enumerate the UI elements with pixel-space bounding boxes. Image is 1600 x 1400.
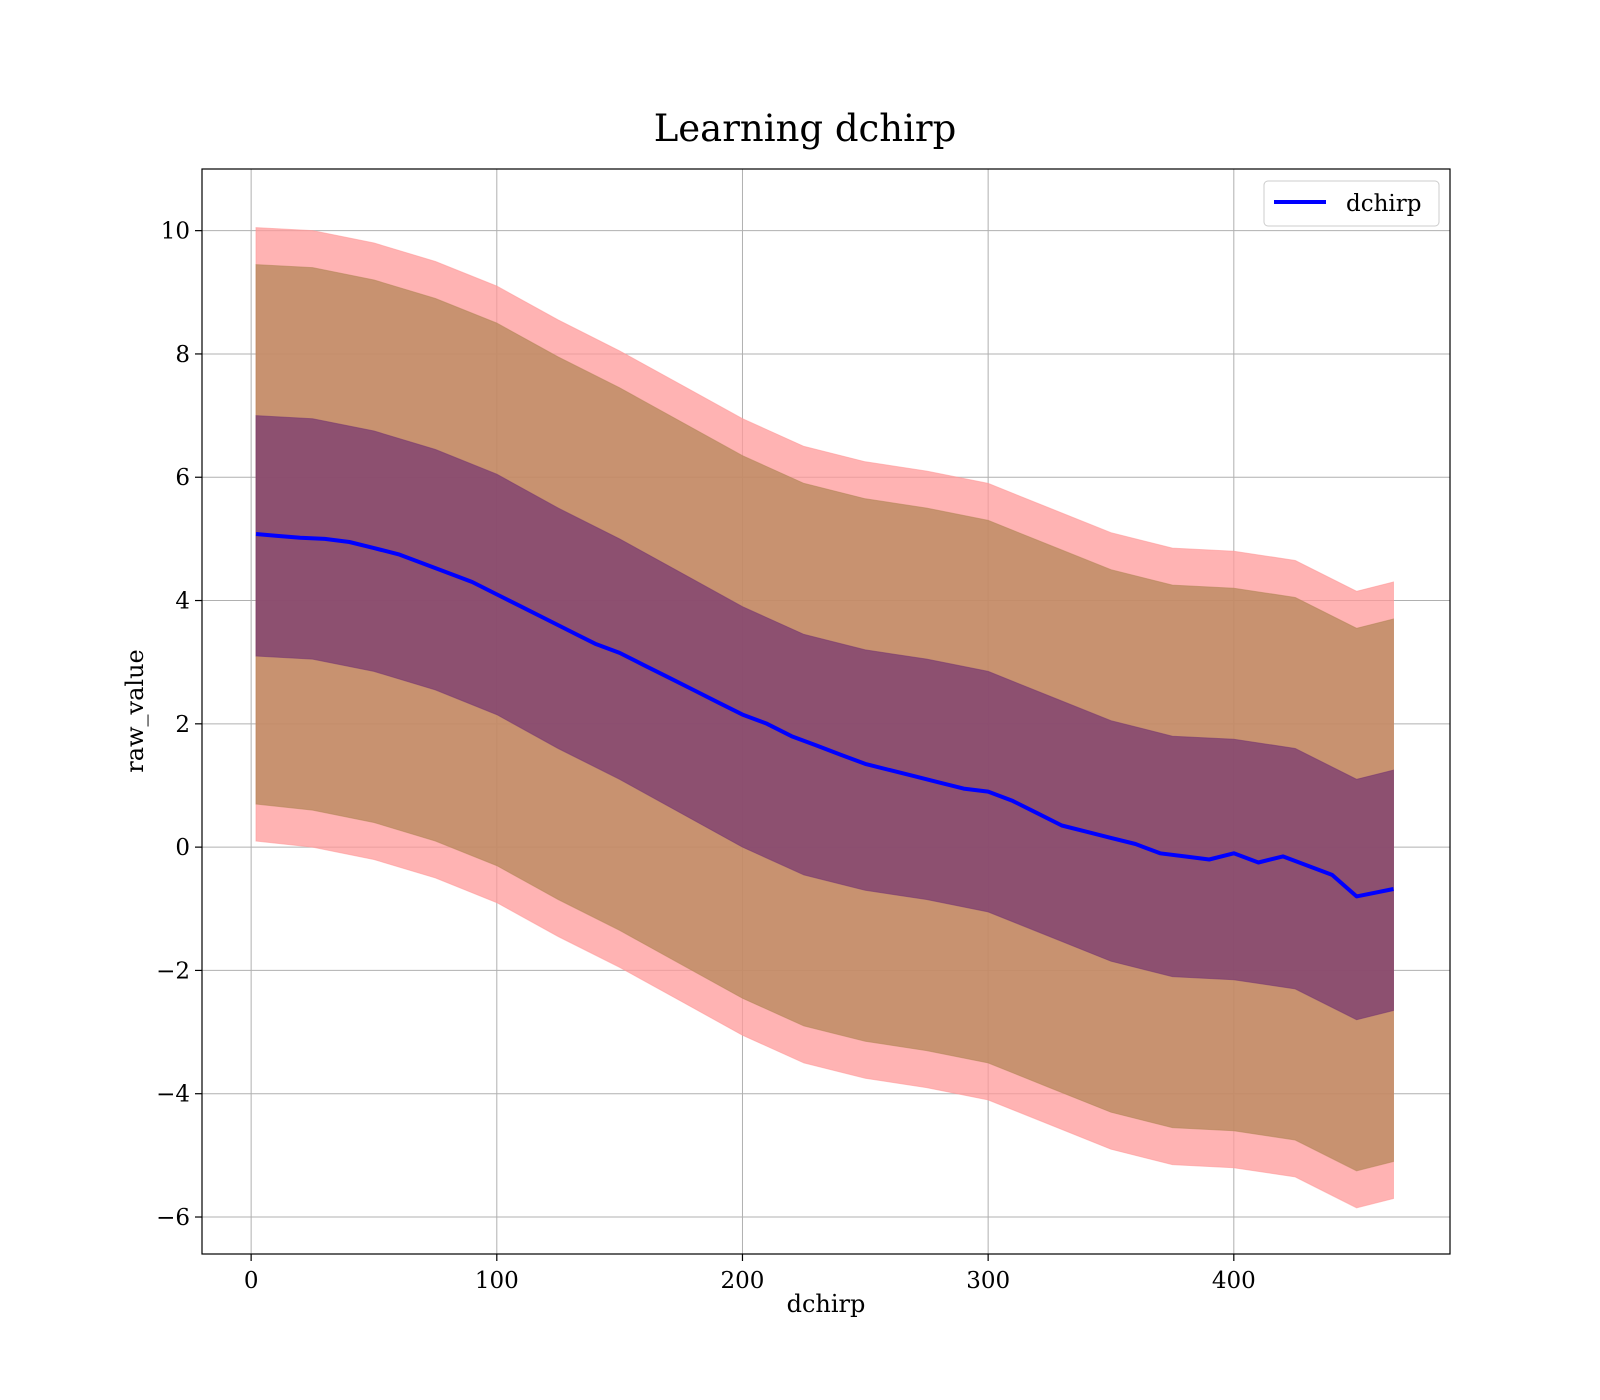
y-axis-ticks: −6 −4 −2 0 2 4 6 8 10 <box>156 219 202 1231</box>
y-tick-label: 0 <box>175 835 190 861</box>
y-tick-label: 10 <box>161 219 190 245</box>
y-tick-label: 8 <box>175 342 190 368</box>
legend: dchirp <box>1263 180 1440 227</box>
x-axis-ticks: 0 100 200 300 400 <box>244 1254 1256 1294</box>
y-tick-label: 2 <box>175 712 190 738</box>
x-axis-label: dchirp <box>787 1290 866 1318</box>
y-tick-label: 6 <box>175 465 190 491</box>
x-tick-label: 100 <box>475 1268 519 1294</box>
x-tick-label: 200 <box>721 1268 765 1294</box>
confidence-bands <box>255 227 1394 1209</box>
y-tick-label: −4 <box>156 1082 190 1108</box>
y-tick-label: −6 <box>156 1205 190 1231</box>
x-tick-label: 400 <box>1212 1268 1256 1294</box>
x-tick-label: 300 <box>966 1268 1010 1294</box>
legend-label: dchirp <box>1346 191 1422 217</box>
y-axis-label: raw_value <box>121 649 149 773</box>
legend-box <box>1263 180 1440 227</box>
series-layer <box>255 532 1394 899</box>
x-tick-label: 0 <box>244 1268 259 1294</box>
chart-title: Learning dchirp <box>654 107 957 150</box>
plot-frame <box>201 168 1451 1255</box>
band-inner <box>255 415 1394 1021</box>
y-tick-label: −2 <box>156 958 190 984</box>
y-tick-label: 4 <box>175 589 190 615</box>
series-line-dchirp <box>255 532 1394 899</box>
